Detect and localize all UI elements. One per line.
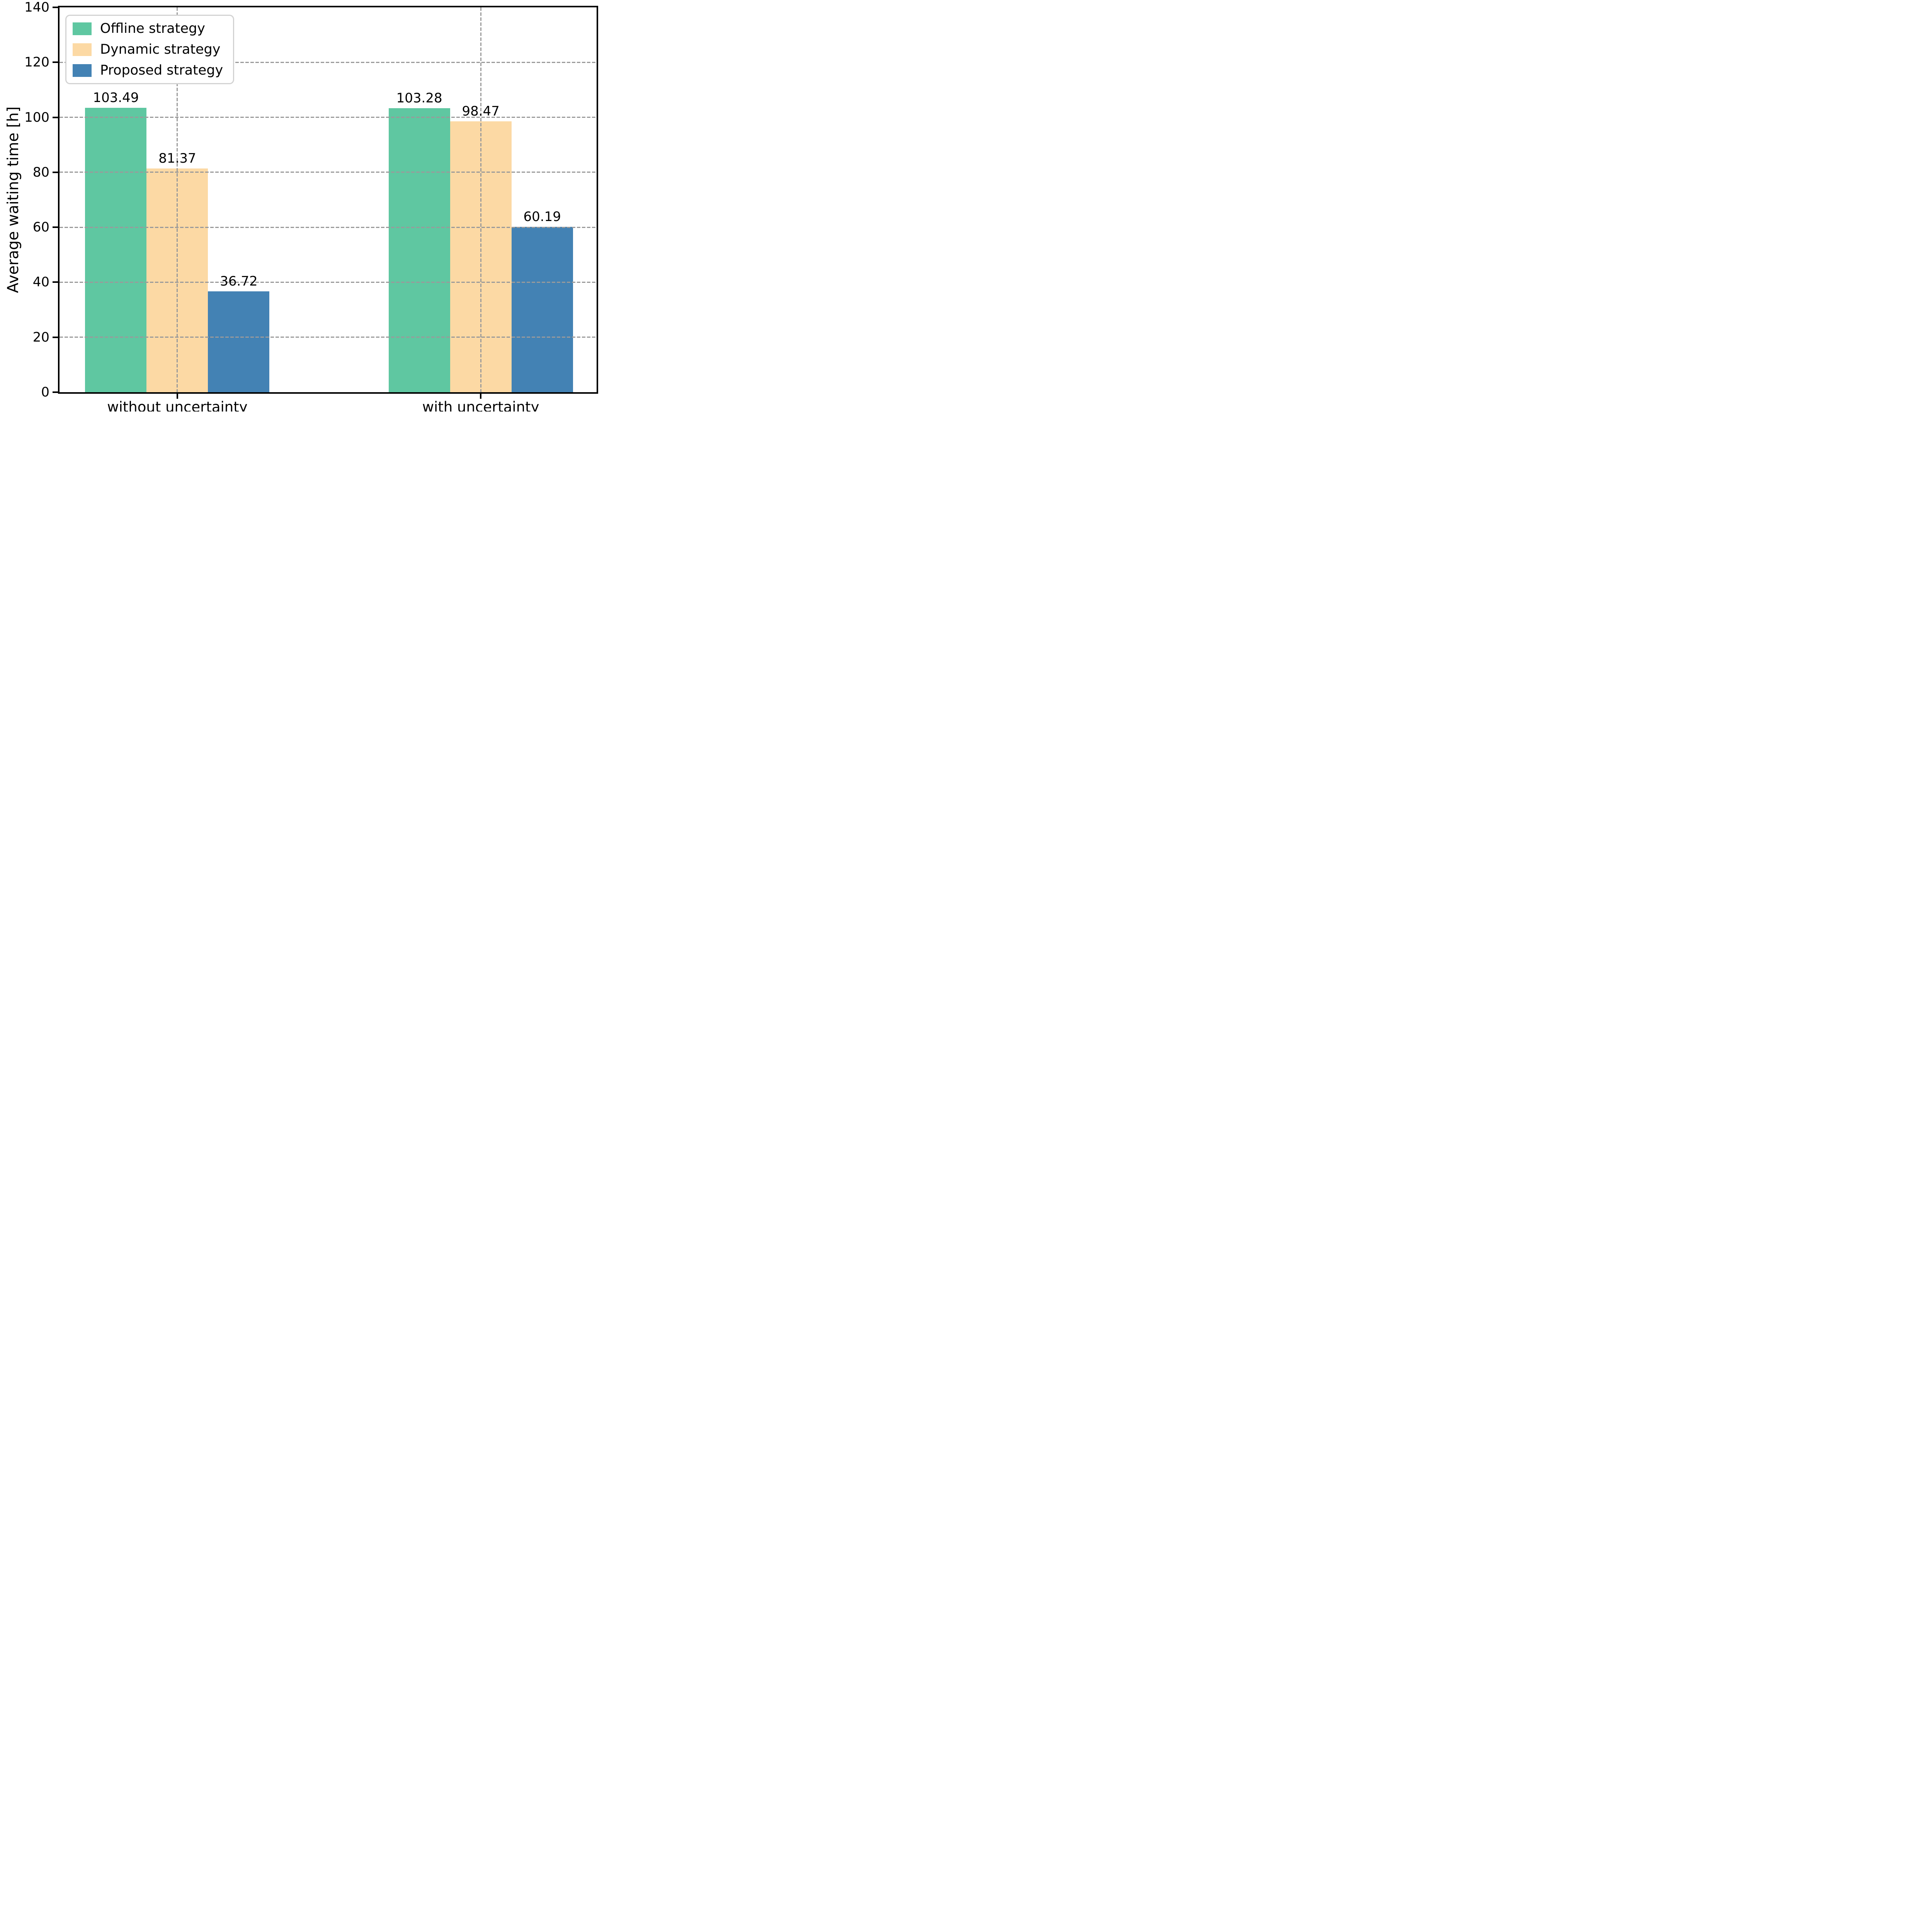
y-tick-label: 40 — [32, 274, 49, 290]
y-tick — [53, 7, 58, 8]
y-tick — [53, 171, 58, 173]
bar-value-label: 98.47 — [462, 104, 500, 119]
y-tick-label: 140 — [24, 0, 49, 15]
bar — [511, 226, 573, 392]
bar-value-label: 103.28 — [396, 90, 442, 106]
legend-swatch-icon — [73, 64, 92, 77]
legend-item: Offline strategy — [73, 21, 223, 36]
x-tick — [176, 394, 178, 399]
x-gridline — [480, 7, 481, 392]
x-tick — [480, 394, 482, 399]
legend-label: Proposed strategy — [100, 63, 223, 78]
y-tick — [53, 281, 58, 283]
y-tick-label: 20 — [32, 329, 49, 345]
y-gridline — [60, 337, 597, 338]
bar-value-label: 103.49 — [93, 90, 139, 105]
bar-value-label: 36.72 — [220, 273, 258, 289]
y-gridline — [60, 226, 597, 228]
y-gridline — [60, 61, 597, 63]
y-gridline — [60, 172, 597, 173]
y-tick-label: 120 — [24, 54, 49, 70]
x-tick-label: without uncertainty — [107, 399, 248, 412]
y-tick-label: 80 — [32, 164, 49, 180]
bar — [388, 108, 450, 392]
y-gridline — [60, 117, 597, 118]
y-tick-label: 100 — [24, 109, 49, 125]
bar — [85, 107, 147, 392]
bar-value-label: 60.19 — [523, 209, 561, 224]
bar-chart-figure: Average waiting time [h] Offline strateg… — [0, 0, 601, 412]
legend: Offline strategy Dynamic strategy Proposed… — [65, 15, 235, 84]
bar-value-label: 81.37 — [158, 151, 196, 167]
legend-swatch-icon — [73, 22, 92, 35]
legend-label: Offline strategy — [100, 21, 205, 36]
legend-item: Dynamic strategy — [73, 42, 223, 57]
y-tick — [53, 336, 58, 338]
y-tick-label: 0 — [41, 384, 49, 400]
y-gridline — [60, 281, 597, 283]
x-tick-label: with uncertainty — [422, 399, 539, 412]
y-tick-label: 60 — [32, 219, 49, 235]
y-axis-label: Average waiting time [h] — [5, 106, 22, 293]
legend-label: Dynamic strategy — [100, 42, 221, 57]
y-tick — [53, 391, 58, 393]
x-gridline — [177, 7, 178, 392]
legend-item: Proposed strategy — [73, 63, 223, 78]
y-tick — [53, 226, 58, 228]
legend-swatch-icon — [73, 43, 92, 56]
bar — [208, 291, 270, 392]
y-tick — [53, 61, 58, 63]
y-tick — [53, 116, 58, 118]
